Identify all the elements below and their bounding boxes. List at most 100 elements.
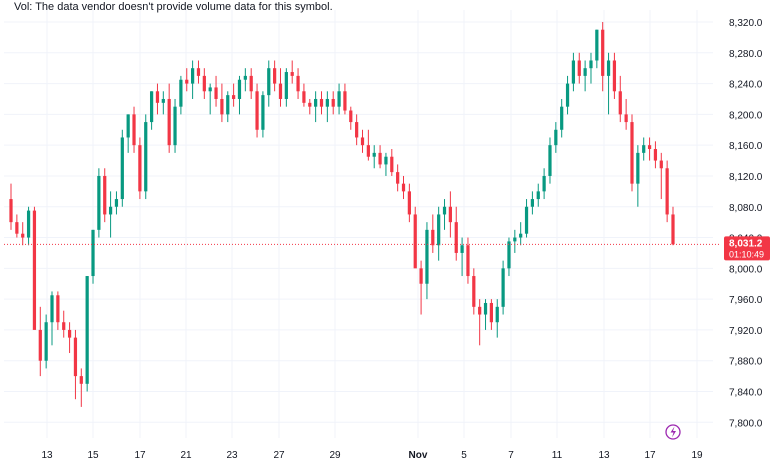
candle-body [296,75,300,92]
candle-body [507,241,511,269]
candle-body [208,87,212,92]
candle-body [495,306,499,323]
candle-body [108,206,113,215]
candle-body [378,152,382,165]
candle-body [114,199,119,207]
candle-body [97,175,101,230]
candle-body [67,329,72,338]
candle-body [26,210,31,238]
candle-body [273,68,277,84]
candle-body [530,199,535,207]
candle-body [73,337,78,377]
candle-body [612,60,617,92]
x-tick-label: Nov [409,450,428,461]
candle-body [155,91,160,103]
candle-body [308,102,312,107]
candle-body [56,295,60,323]
candle-body [120,137,124,200]
candle-body [237,79,242,99]
x-tick-label: 27 [273,450,285,461]
candle-body [536,191,540,200]
candle-body [15,222,19,234]
x-tick-label: 29 [329,450,341,461]
flash-icon-glyph [670,426,676,438]
y-tick-label: 7,920.0 [729,326,763,337]
candle-body [38,329,42,361]
candle-body [472,276,476,307]
candle-body [636,152,640,184]
candle-body [460,245,464,253]
candle-body [425,229,429,284]
y-tick-label: 7,880.0 [729,357,763,368]
candle-body [647,145,652,150]
candle-body [466,245,470,277]
candle-body [79,376,83,384]
candle-body [413,214,417,269]
x-tick-label: 15 [87,450,99,461]
candle-body [519,233,523,238]
candle-body [284,72,288,99]
candle-body [220,98,224,115]
candle-body [314,98,318,107]
candle-body [85,276,89,384]
candle-body [478,306,482,315]
candle-body [560,106,564,130]
candle-body [653,149,658,161]
candle-body [62,322,66,330]
candle-body [501,268,505,307]
candle-body [343,91,347,111]
candle-body [548,145,552,176]
candle-body [138,145,142,192]
price-tag-countdown: 01:10:49 [729,249,764,259]
candle-body [642,145,646,153]
candle-body [255,91,259,130]
candle-body [571,60,576,84]
candle-body [665,168,669,215]
price-tag [724,236,770,261]
candle-body [32,210,37,330]
candle-body [190,68,195,84]
candle-body [185,79,189,84]
x-tick-label: 21 [180,450,192,461]
x-tick-label: 23 [226,450,238,461]
candle-body [337,91,341,107]
candle-body [401,183,406,192]
candle-body [349,110,353,123]
x-tick-label: 13 [41,450,53,461]
candle-body [542,175,546,192]
x-tick-label: 13 [598,450,610,461]
candle-body [589,60,593,69]
candle-body [196,68,201,76]
candle-body [431,229,435,246]
candle-body [126,114,130,138]
candle-body [583,68,587,76]
candle-body [144,122,148,192]
candle-body [50,295,54,323]
candle-body [671,214,675,245]
y-tick-label: 8,280.0 [729,49,763,60]
candle-body [360,137,365,146]
candle-body [167,98,171,146]
candle-body [595,29,599,61]
candle-body [390,156,394,173]
candle-body [565,83,570,107]
candle-body [302,91,306,103]
y-tick-label: 8,320.0 [729,18,763,29]
candle-body [454,222,458,253]
candle-body [624,114,628,123]
candle-body [91,229,95,277]
x-tick-label: 5 [461,450,467,461]
price-tag-value: 8,031.2 [729,238,763,249]
y-tick-label: 7,840.0 [729,388,763,399]
candle-body [202,75,206,92]
candle-body [278,83,283,99]
volume-notice: Vol: The data vendor doesn't provide vol… [14,1,333,13]
candle-body [161,98,165,103]
candle-body [44,322,48,361]
y-tick-label: 8,240.0 [729,80,763,91]
y-tick-label: 8,080.0 [729,203,763,214]
candle-body [103,175,107,215]
candle-body [179,79,183,107]
